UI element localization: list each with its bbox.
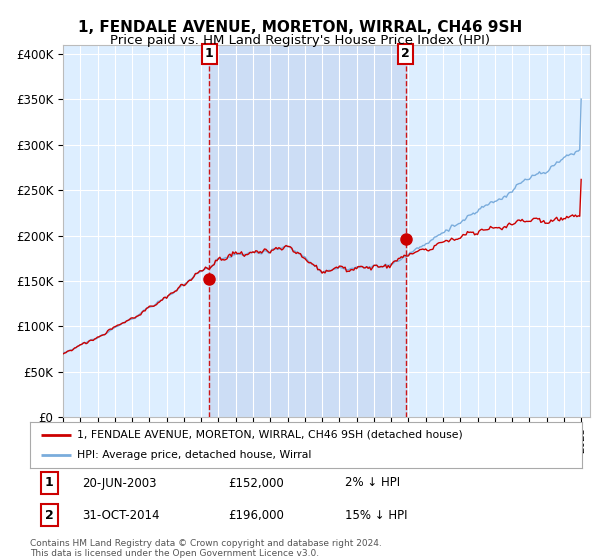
Text: 1: 1 [45,477,53,489]
Text: Price paid vs. HM Land Registry's House Price Index (HPI): Price paid vs. HM Land Registry's House … [110,34,490,46]
Text: £196,000: £196,000 [229,508,284,522]
Text: 15% ↓ HPI: 15% ↓ HPI [344,508,407,522]
Text: £152,000: £152,000 [229,477,284,489]
Text: 1, FENDALE AVENUE, MORETON, WIRRAL, CH46 9SH: 1, FENDALE AVENUE, MORETON, WIRRAL, CH46… [78,20,522,35]
Text: Contains HM Land Registry data © Crown copyright and database right 2024.
This d: Contains HM Land Registry data © Crown c… [30,539,382,558]
Text: 31-OCT-2014: 31-OCT-2014 [82,508,160,522]
Text: 2% ↓ HPI: 2% ↓ HPI [344,477,400,489]
Text: HPI: Average price, detached house, Wirral: HPI: Average price, detached house, Wirr… [77,450,311,460]
Text: 2: 2 [45,508,53,522]
Text: 1: 1 [205,48,214,60]
Text: 2: 2 [401,48,410,60]
Text: 1, FENDALE AVENUE, MORETON, WIRRAL, CH46 9SH (detached house): 1, FENDALE AVENUE, MORETON, WIRRAL, CH46… [77,430,463,440]
Bar [209,45,406,417]
Text: 20-JUN-2003: 20-JUN-2003 [82,477,157,489]
